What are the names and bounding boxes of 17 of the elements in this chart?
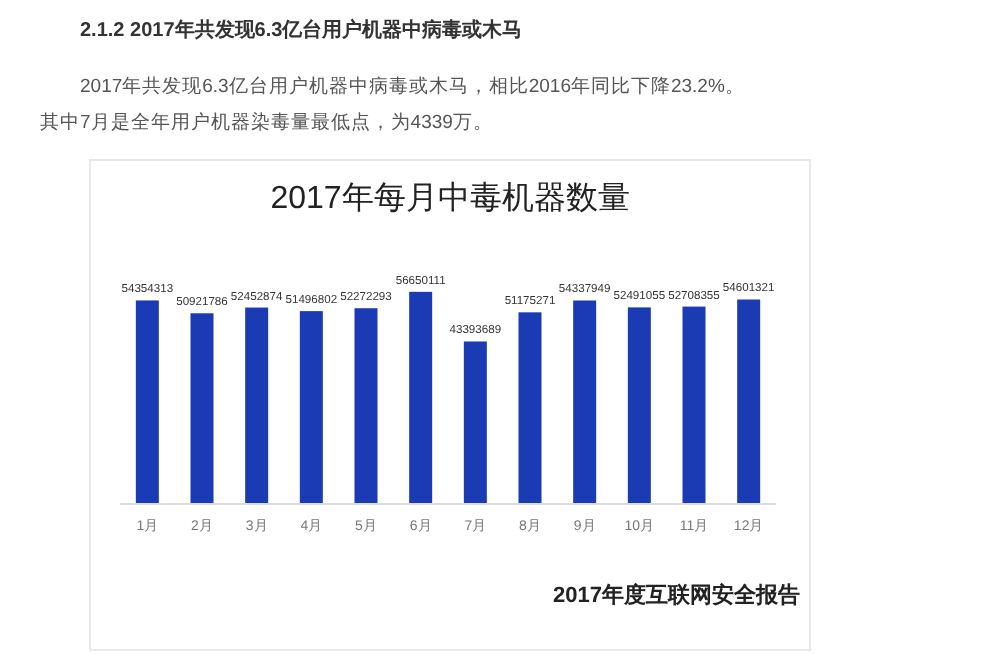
bar [190, 313, 214, 504]
bar [518, 312, 542, 504]
chart-title: 2017年每月中毒机器数量 [270, 180, 630, 216]
text: 2.1.2 2017年共发现6.3亿台用户机器中病毒或木马 [80, 18, 523, 42]
bar [627, 307, 651, 504]
text: 2017年共发现6.3亿台用户机器中病毒或木马，相比2016年同比下降23.2%。 [80, 74, 745, 98]
bar [682, 306, 706, 504]
bar [463, 341, 487, 504]
bar [135, 300, 159, 504]
bar [245, 307, 269, 504]
bar [409, 291, 433, 504]
text: 2017年度互联网安全报告 [553, 582, 800, 608]
bar [299, 311, 323, 504]
bar [573, 300, 597, 504]
bar [737, 299, 761, 504]
text: 其中7月是全年用户机器染毒量最低点，为4339万。 [40, 110, 493, 134]
bar [354, 308, 378, 504]
